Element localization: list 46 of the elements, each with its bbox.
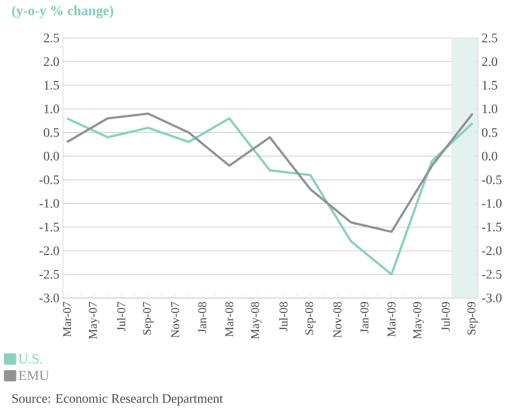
y2-tick-label: -0.5 — [39, 175, 59, 184]
x-tick-label: Nov-07 — [171, 302, 180, 338]
x-tick-label: Nov-08 — [333, 302, 342, 338]
x-tick-label: Jan-08 — [198, 302, 206, 334]
y2-tick-label: 1.5 — [44, 80, 59, 90]
x-tick-label: Jul-08 — [279, 302, 288, 332]
x-tick-label: Mar-09 — [387, 302, 396, 337]
line-series — [66, 117, 474, 276]
y-tick-label: -0.5 — [482, 175, 502, 184]
y-tick-label: -1.5 — [482, 222, 502, 232]
y2-tick-label: 0.0 — [44, 152, 59, 161]
y-tick-label: -1.0 — [482, 199, 502, 208]
x-tick-label: Mar-07 — [63, 302, 72, 337]
y-tick-label: -2.0 — [482, 246, 502, 256]
y2-tick-label: -2.5 — [39, 270, 59, 279]
x-tick-label: May-07 — [88, 302, 100, 340]
x-tick-label: Sep-08 — [305, 302, 316, 335]
legend-label: U.S. — [18, 354, 42, 364]
x-tick-label: Jan-09 — [360, 302, 368, 334]
legend-label: EMU — [18, 370, 49, 380]
y2-tick-label: -1.0 — [39, 199, 59, 208]
y2-tick-label: 0.5 — [44, 128, 59, 137]
y2-tick-label: -3.0 — [39, 294, 59, 302]
x-tick-label: May-09 — [413, 302, 424, 340]
y2-tick-label: -1.5 — [39, 222, 59, 232]
source-note: Source: Economic Research Department — [12, 394, 223, 406]
y2-tick-label: 1.0 — [44, 104, 59, 114]
y2-tick-label: 2.0 — [44, 57, 59, 66]
x-tick-label: May-08 — [251, 302, 262, 340]
y-tick-label: 1.5 — [482, 80, 498, 90]
y2-tick-label: 2.5 — [44, 34, 59, 42]
line-series — [66, 112, 474, 233]
y-tick-label: 1.0 — [482, 104, 498, 114]
x-tick-label: Mar-08 — [225, 302, 234, 337]
x-tick-label: Sep-07 — [142, 302, 154, 335]
y-tick-label: -3.0 — [482, 294, 502, 302]
y-tick-label: 0.0 — [482, 152, 498, 161]
y-tick-label: 0.5 — [482, 128, 498, 137]
x-tick-label: Jul-07 — [116, 302, 126, 332]
y-tick-label: 2.0 — [482, 57, 498, 66]
y2-tick-label: -2.0 — [39, 246, 59, 256]
y-tick-label: 2.5 — [482, 34, 498, 42]
x-tick-label: Jul-09 — [441, 302, 450, 332]
x-tick-label: Sep-09 — [467, 302, 478, 335]
chart-title: (y-o-y % change) — [12, 6, 114, 18]
y-tick-label: -2.5 — [482, 270, 502, 279]
